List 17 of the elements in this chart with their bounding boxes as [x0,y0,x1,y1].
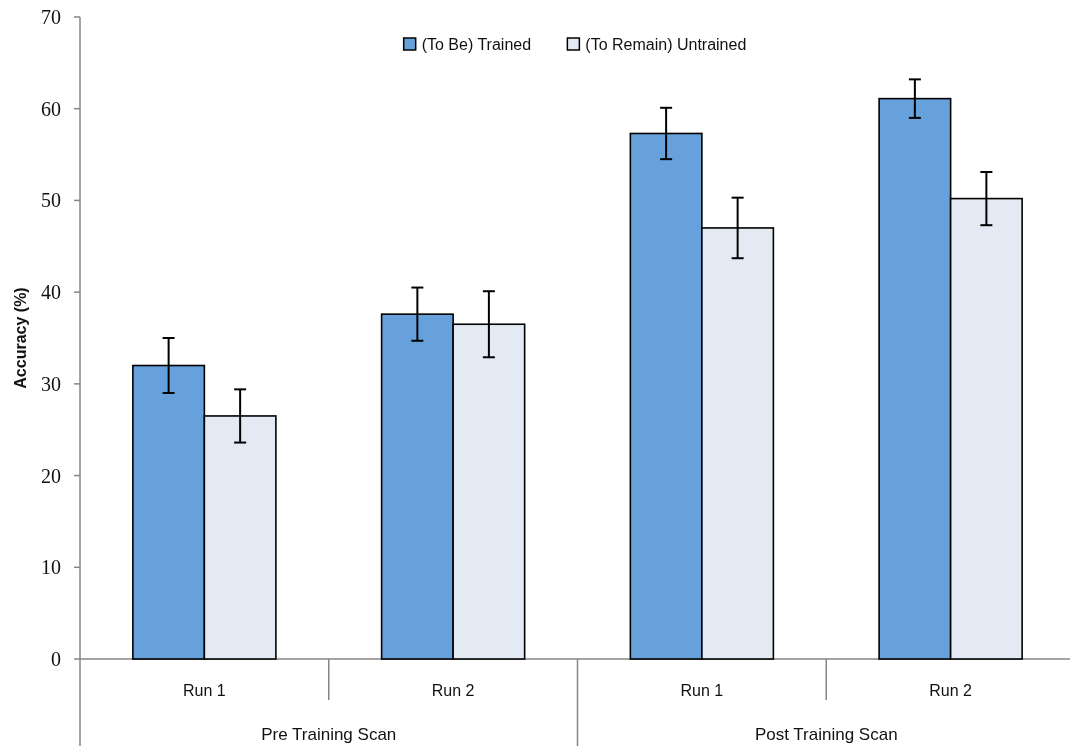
y-tick-label: 50 [41,189,61,212]
y-tick-label: 0 [51,648,61,670]
text: Post Training Scan [754,724,898,744]
text: Pre Training Scan [261,724,397,744]
y-tick-label: 60 [41,97,61,120]
x-tick-label: Run 1 [680,681,724,699]
x-tick-label: Run 1 [183,681,226,699]
x-tick-label: Run 2 [431,681,475,699]
legend-label: (To Be) Trained [421,35,532,53]
y-axis-title: Accuracy (%) [11,287,29,389]
y-tick-label: 20 [41,464,61,487]
y-tick-label: 70 [41,6,61,28]
y-tick-label: 40 [41,281,61,304]
y-tick-label: 30 [41,372,61,395]
x-tick-label: Run 2 [929,681,973,699]
legend-label: (To Remain) Untrained [585,35,747,53]
y-tick-label: 10 [41,556,61,579]
